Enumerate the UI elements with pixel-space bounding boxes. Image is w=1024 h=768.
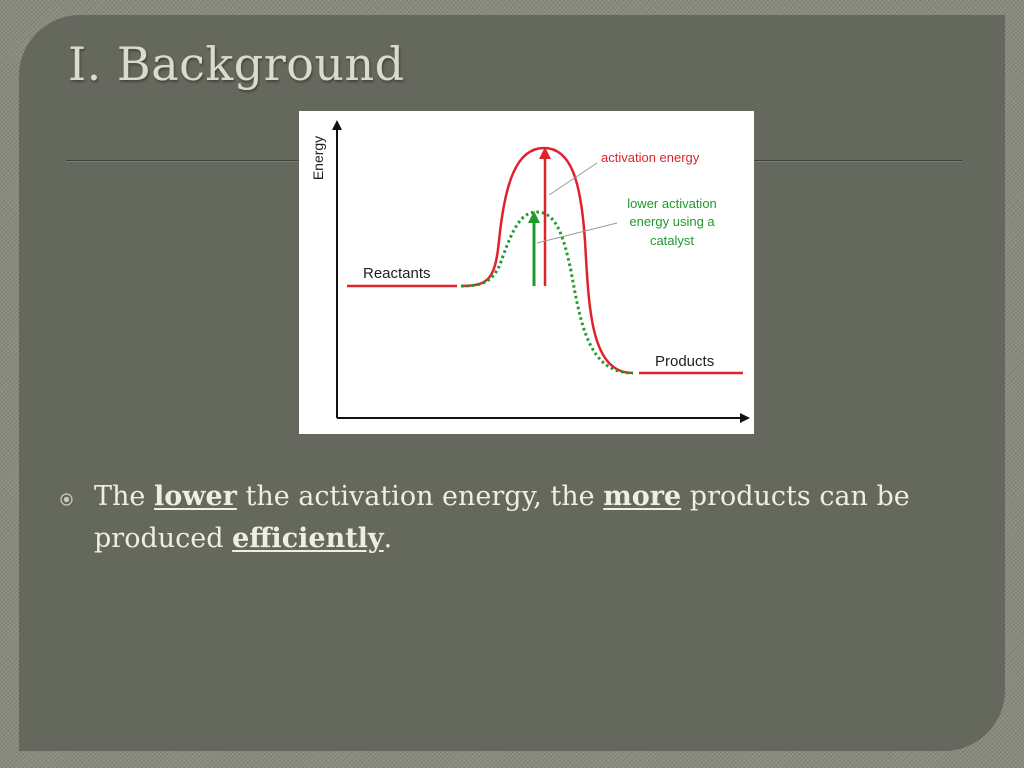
- bullet-text: The lower the activation energy, the mor…: [94, 476, 980, 560]
- catalyst-label-line-2: energy using a: [629, 214, 715, 229]
- circle-bullet-icon: [60, 491, 73, 506]
- emphasis-lower: lower: [153, 481, 237, 512]
- catalyst-leader-line: [536, 222, 618, 244]
- bullet-text-segment: .: [383, 523, 393, 554]
- emphasis-more: more: [603, 481, 682, 512]
- catalyzed-curve: [460, 210, 634, 375]
- emphasis-efficiently: efficiently: [232, 523, 384, 554]
- catalyst-label-line-1: lower activation: [627, 196, 717, 211]
- activation-energy-label: activation energy: [601, 150, 700, 165]
- activation-leader-line: [548, 162, 598, 196]
- bullet-text-segment: The: [94, 481, 154, 512]
- uncatalyzed-curve: [460, 146, 634, 375]
- energy-diagram-figure: Energy Reactants Products activation ene…: [299, 111, 754, 434]
- bullet-text-segment: the activation energy, the: [236, 481, 604, 512]
- reactants-label: Reactants: [363, 265, 431, 282]
- y-axis-label: Energy: [310, 136, 326, 180]
- bullet-point: The lower the activation energy, the mor…: [60, 476, 980, 560]
- catalyst-label-line-3: catalyst: [650, 233, 694, 248]
- bullet-text-segment: products can be produced: [94, 481, 910, 554]
- products-label: Products: [655, 353, 714, 370]
- energy-diagram-svg: Energy Reactants Products activation ene…: [310, 120, 750, 423]
- slide-title: I. Background: [68, 37, 405, 91]
